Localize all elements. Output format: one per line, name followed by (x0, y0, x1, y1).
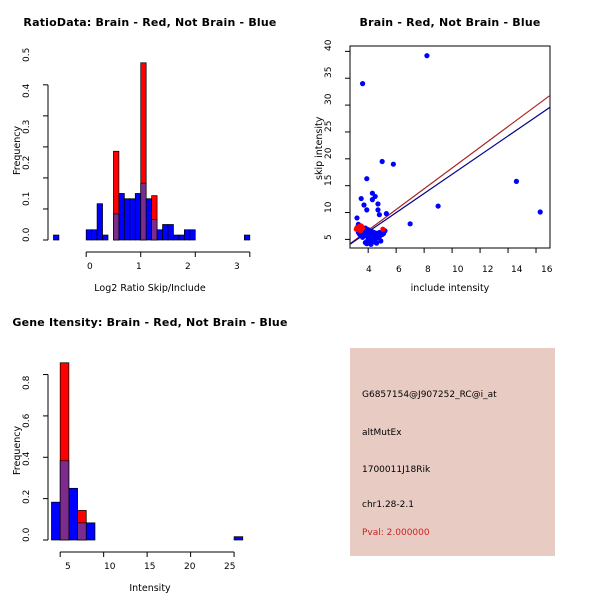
gene-ytick-2: 0.4 (22, 451, 32, 466)
gene-ytick-4: 0.8 (22, 375, 32, 390)
ratio-xtick-2: 2 (185, 262, 191, 272)
annotation-info-panel: G6857154@J907252_RC@i_at altMutEx 170001… (350, 348, 555, 556)
gene-xtick-25: 25 (224, 562, 236, 572)
pvalue-text: Pval: 2.000000 (362, 528, 430, 538)
scatter-ytick-30: 30 (324, 93, 334, 105)
scatter-plot (345, 45, 551, 253)
scatter-xtick-14: 14 (511, 265, 523, 275)
ratio-histogram-xlabel: Log2 Ratio Skip/Include (94, 283, 206, 294)
gene-ytick-1: 0.2 (22, 489, 32, 504)
ratio-ytick-3: 0.3 (22, 119, 32, 134)
scatter-xtick-10: 10 (452, 265, 464, 275)
event-type-text: altMutEx (362, 428, 402, 438)
gene-xtick-20: 20 (184, 562, 196, 572)
panel-gene-histogram: Gene Itensity: Brain - Red, Not Brain - … (0, 300, 300, 600)
scatter-xtick-12: 12 (482, 265, 494, 275)
scatter-xtick-8: 8 (425, 265, 431, 275)
probe-id-text: G6857154@J907252_RC@i_at (362, 390, 497, 400)
ratio-histogram-title: RatioData: Brain - Red, Not Brain - Blue (23, 16, 277, 29)
gene-xtick-10: 10 (104, 562, 116, 572)
gene-ytick-3: 0.6 (22, 413, 32, 428)
scatter-ytick-35: 35 (324, 66, 334, 78)
ratio-histogram-plot (43, 62, 251, 257)
gene-histogram-xlabel: Intensity (129, 583, 171, 594)
scatter-ytick-20: 20 (324, 147, 334, 159)
ratio-ytick-1: 0.1 (22, 191, 32, 206)
locus-text: chr1.28-2.1 (362, 500, 414, 510)
scatter-ytick-5: 5 (324, 234, 334, 240)
ratio-xtick-3: 3 (234, 262, 240, 272)
scatter-xtick-6: 6 (396, 265, 402, 275)
scatter-ytick-40: 40 (324, 39, 334, 51)
gene-symbol-text: 1700011J18Rik (362, 465, 431, 475)
panel-ratio-histogram: RatioData: Brain - Red, Not Brain - Blue… (0, 0, 300, 300)
gene-xtick-15: 15 (144, 562, 156, 572)
scatter-ytick-10: 10 (324, 201, 334, 213)
scatter-ytick-15: 15 (324, 174, 334, 186)
gene-histogram-title: Gene Itensity: Brain - Red, Not Brain - … (12, 316, 288, 329)
scatter-ytick-25: 25 (324, 120, 334, 132)
scatter-xtick-16: 16 (541, 265, 553, 275)
scatter-xtick-4: 4 (366, 265, 372, 275)
gene-xtick-5: 5 (65, 562, 71, 572)
ratio-ytick-5: 0.5 (22, 47, 32, 62)
scatter-xlabel: include intensity (410, 283, 490, 294)
gene-ytick-0: 0.0 (22, 527, 32, 542)
ratio-ytick-2: 0.2 (22, 155, 32, 170)
scatter-title: Brain - Red, Not Brain - Blue (359, 16, 541, 29)
panel-scatter: Brain - Red, Not Brain - Blue skip inten… (300, 0, 600, 300)
ratio-ytick-4: 0.4 (22, 83, 32, 98)
ratio-xtick-0: 0 (87, 262, 93, 272)
ratio-xtick-1: 1 (136, 262, 142, 272)
gene-histogram-plot (43, 362, 244, 557)
ratio-ytick-0: 0.0 (22, 227, 32, 242)
